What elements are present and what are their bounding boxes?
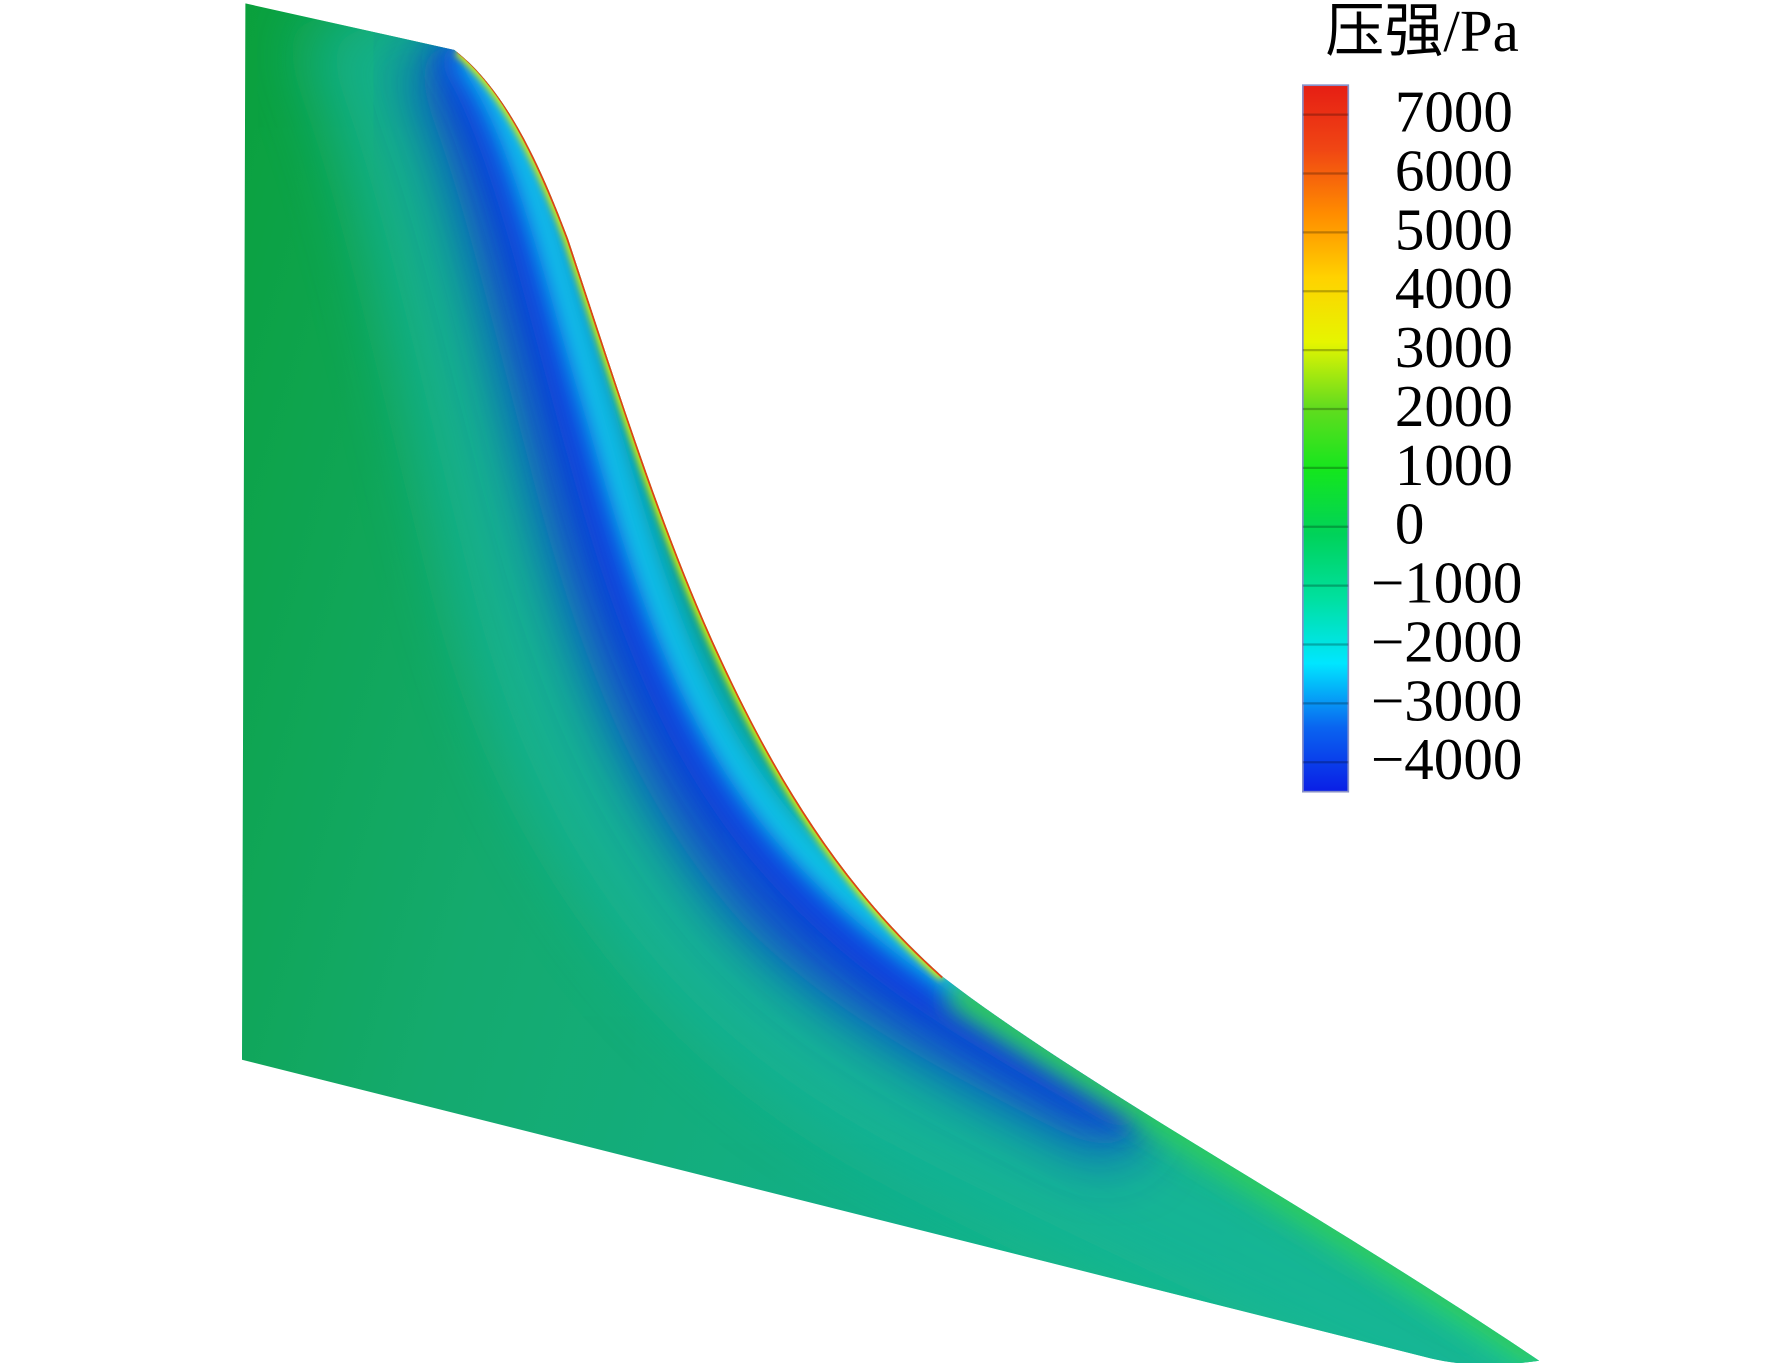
colorbar-title: 压强/Pa: [1325, 0, 1519, 64]
colorbar-tick-label: 2000: [1395, 373, 1513, 439]
colorbar-tick-label: 1000: [1395, 432, 1513, 498]
colorbar-tick-label: −1000: [1371, 550, 1522, 616]
colorbar-tick-label: 6000: [1395, 137, 1513, 203]
colorbar-tick-label: 5000: [1395, 196, 1513, 262]
colorbar-tick-label: 7000: [1395, 79, 1513, 145]
colorbar-tick-label: 4000: [1395, 255, 1513, 321]
colorbar-tick-label: −2000: [1371, 608, 1522, 674]
colorbar-tick-label: −3000: [1371, 667, 1522, 733]
colorbar-tick-label: −4000: [1371, 726, 1522, 792]
colorbar-tick-label: 3000: [1395, 314, 1513, 380]
colorbar: [1301, 84, 1350, 793]
colorbar-tick-label: 0: [1395, 491, 1425, 557]
